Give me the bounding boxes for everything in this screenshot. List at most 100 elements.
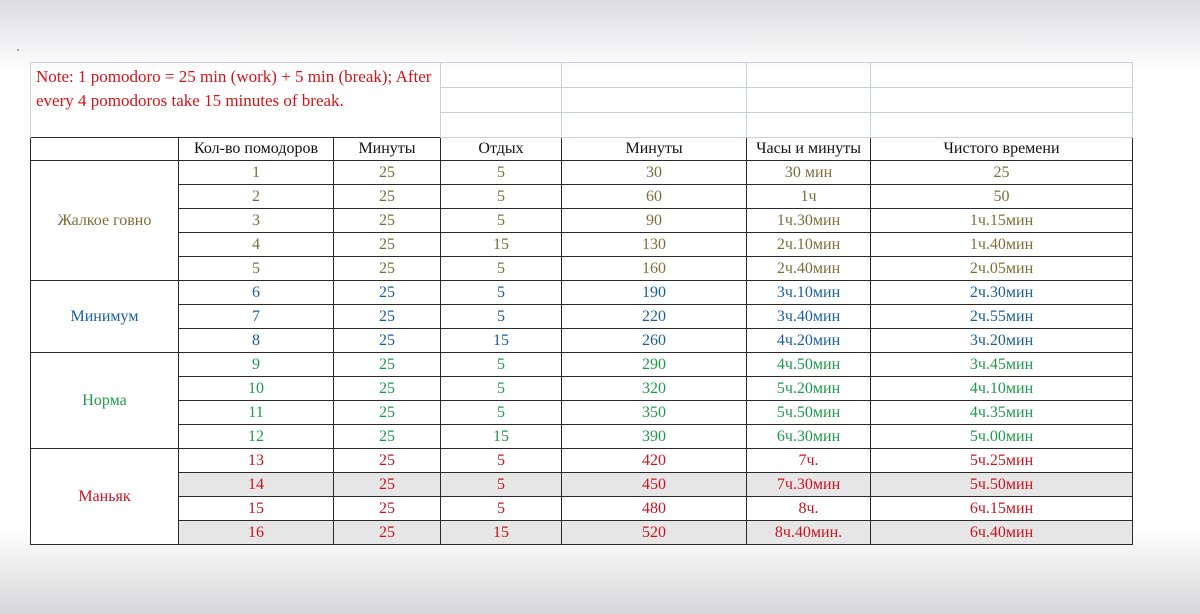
rest-cell[interactable]: 5 [440,304,563,329]
minutes-cell[interactable]: 25 [332,184,442,209]
group-label[interactable]: Норма [30,352,179,449]
rest-cell[interactable]: 5 [440,400,563,425]
count-cell[interactable]: 13 [178,448,334,473]
rest-cell[interactable]: 15 [440,424,563,449]
rest-cell[interactable]: 15 [440,232,563,257]
count-cell[interactable]: 2 [178,184,334,209]
hours-minutes-cell[interactable]: 8ч. [746,496,872,521]
minutes-cell[interactable]: 25 [332,352,442,377]
net-time-cell[interactable]: 6ч.40мин [870,520,1134,545]
net-time-cell[interactable]: 2ч.30мин [870,280,1134,305]
hours-minutes-cell[interactable]: 4ч.50мин [746,352,872,377]
total-minutes-cell[interactable]: 220 [561,304,748,329]
rest-cell[interactable]: 5 [440,208,563,233]
minutes-cell[interactable]: 25 [332,448,442,473]
minutes-cell[interactable]: 25 [332,400,442,425]
net-time-cell[interactable]: 5ч.25мин [870,448,1134,473]
minutes-cell[interactable]: 25 [332,160,442,185]
net-time-cell[interactable]: 1ч.15мин [870,208,1134,233]
minutes-cell[interactable]: 25 [332,256,442,281]
group-label[interactable]: Минимум [30,280,179,353]
hours-minutes-cell[interactable]: 5ч.20мин [746,376,872,401]
rest-cell[interactable]: 5 [440,472,563,497]
total-minutes-cell[interactable]: 190 [561,280,748,305]
rest-cell[interactable]: 5 [440,496,563,521]
count-cell[interactable]: 7 [178,304,334,329]
total-minutes-cell[interactable]: 160 [561,256,748,281]
net-time-cell[interactable]: 3ч.45мин [870,352,1134,377]
total-minutes-cell[interactable]: 260 [561,328,748,353]
minutes-cell[interactable]: 25 [332,232,442,257]
total-minutes-cell[interactable]: 420 [561,448,748,473]
total-minutes-cell[interactable]: 450 [561,472,748,497]
empty-cell[interactable] [870,62,1134,88]
net-time-cell[interactable]: 6ч.15мин [870,496,1134,521]
net-time-cell[interactable]: 5ч.00мин [870,424,1134,449]
hours-minutes-cell[interactable]: 1ч.30мин [746,208,872,233]
rest-cell[interactable]: 5 [440,376,563,401]
minutes-cell[interactable]: 25 [332,520,442,545]
net-time-cell[interactable]: 1ч.40мин [870,232,1134,257]
net-time-cell[interactable]: 4ч.35мин [870,400,1134,425]
rest-cell[interactable]: 5 [440,160,563,185]
hours-minutes-cell[interactable]: 1ч [746,184,872,209]
count-cell[interactable]: 1 [178,160,334,185]
hours-minutes-cell[interactable]: 5ч.50мин [746,400,872,425]
hours-minutes-cell[interactable]: 6ч.30мин [746,424,872,449]
hours-minutes-cell[interactable]: 7ч. [746,448,872,473]
rest-cell[interactable]: 5 [440,184,563,209]
net-time-cell[interactable]: 50 [870,184,1134,209]
empty-cell[interactable] [561,62,748,88]
minutes-cell[interactable]: 25 [332,280,442,305]
group-label[interactable]: Жалкое говно [30,160,179,281]
hours-minutes-cell[interactable]: 3ч.40мин [746,304,872,329]
empty-cell[interactable] [440,87,563,113]
net-time-cell[interactable]: 5ч.50мин [870,472,1134,497]
count-cell[interactable]: 14 [178,472,334,497]
net-time-cell[interactable]: 4ч.10мин [870,376,1134,401]
hours-minutes-cell[interactable]: 4ч.20мин [746,328,872,353]
net-time-cell[interactable]: 2ч.55мин [870,304,1134,329]
empty-cell[interactable] [440,112,563,138]
hours-minutes-cell[interactable]: 3ч.10мин [746,280,872,305]
hours-minutes-cell[interactable]: 2ч.10мин [746,232,872,257]
empty-cell[interactable] [561,87,748,113]
count-cell[interactable]: 16 [178,520,334,545]
count-cell[interactable]: 9 [178,352,334,377]
count-cell[interactable]: 11 [178,400,334,425]
hours-minutes-cell[interactable]: 7ч.30мин [746,472,872,497]
empty-cell[interactable] [746,87,872,113]
total-minutes-cell[interactable]: 90 [561,208,748,233]
empty-cell[interactable] [746,112,872,138]
total-minutes-cell[interactable]: 520 [561,520,748,545]
rest-cell[interactable]: 5 [440,256,563,281]
rest-cell[interactable]: 5 [440,448,563,473]
minutes-cell[interactable]: 25 [332,376,442,401]
total-minutes-cell[interactable]: 130 [561,232,748,257]
total-minutes-cell[interactable]: 290 [561,352,748,377]
group-label[interactable]: Маньяк [30,448,179,545]
hours-minutes-cell[interactable]: 2ч.40мин [746,256,872,281]
count-cell[interactable]: 4 [178,232,334,257]
minutes-cell[interactable]: 25 [332,472,442,497]
count-cell[interactable]: 8 [178,328,334,353]
minutes-cell[interactable]: 25 [332,208,442,233]
count-cell[interactable]: 15 [178,496,334,521]
empty-cell[interactable] [440,62,563,88]
total-minutes-cell[interactable]: 390 [561,424,748,449]
empty-cell[interactable] [561,112,748,138]
count-cell[interactable]: 3 [178,208,334,233]
net-time-cell[interactable]: 25 [870,160,1134,185]
empty-cell[interactable] [870,112,1134,138]
rest-cell[interactable]: 5 [440,352,563,377]
total-minutes-cell[interactable]: 60 [561,184,748,209]
hours-minutes-cell[interactable]: 8ч.40мин. [746,520,872,545]
total-minutes-cell[interactable]: 480 [561,496,748,521]
rest-cell[interactable]: 15 [440,328,563,353]
count-cell[interactable]: 5 [178,256,334,281]
minutes-cell[interactable]: 25 [332,424,442,449]
net-time-cell[interactable]: 3ч.20мин [870,328,1134,353]
hours-minutes-cell[interactable]: 30 мин [746,160,872,185]
count-cell[interactable]: 10 [178,376,334,401]
total-minutes-cell[interactable]: 350 [561,400,748,425]
